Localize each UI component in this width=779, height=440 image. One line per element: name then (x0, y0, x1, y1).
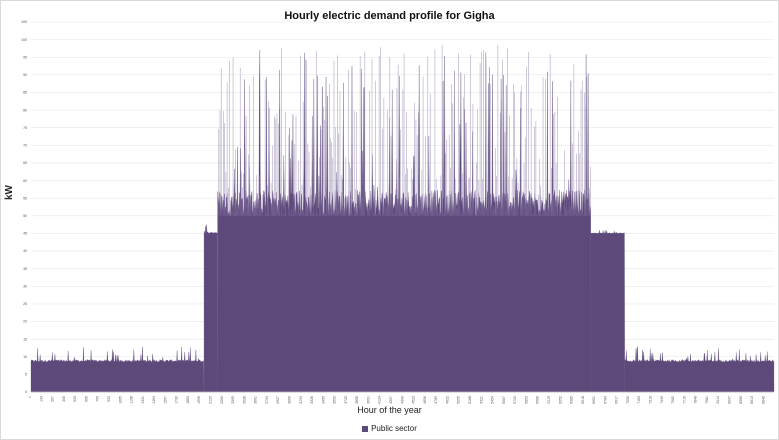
x-tick-label: 3858 (355, 396, 359, 404)
x-tick-label: 5454 (491, 396, 495, 404)
y-tick-label: 30 (23, 284, 27, 288)
x-tick-label: 7848 (694, 396, 698, 404)
x-tick-label: 2794 (265, 396, 269, 404)
x-tick-label: 4390 (400, 396, 404, 404)
y-tick-label: 65 (23, 161, 27, 165)
x-tick-label: 7715 (682, 396, 686, 404)
series-area-segment (30, 346, 205, 393)
legend-label-public-sector: Public sector (371, 424, 417, 433)
x-tick-label: 1331 (141, 396, 145, 404)
y-tick-label: 40 (23, 249, 27, 253)
x-tick-label: 4789 (434, 396, 438, 404)
x-tick-label: 1 (28, 396, 32, 398)
series-area-segment (624, 346, 775, 393)
legend-swatch-public-sector (362, 425, 369, 432)
y-tick-label: 10 (23, 355, 27, 359)
x-tick-label: 7981 (705, 396, 709, 404)
x-tick-label: 8114 (716, 396, 720, 404)
y-tick-label: 25 (23, 302, 27, 306)
x-tick-label: 2528 (242, 396, 246, 404)
x-tick-label: 8513 (750, 396, 754, 404)
x-tick-label: 4656 (423, 396, 427, 404)
y-tick-label: 0 (25, 390, 27, 394)
x-tick-label: 3592 (333, 396, 337, 404)
y-tick-label: 80 (23, 108, 27, 112)
x-tick-label: 3060 (287, 396, 291, 404)
x-tick-label: 5188 (468, 396, 472, 404)
x-tick-label: 6518 (581, 396, 585, 404)
y-tick-label: 20 (23, 320, 27, 324)
x-tick-label: 3459 (321, 396, 325, 404)
x-tick-label: 2129 (209, 396, 213, 404)
x-tick-label: 400 (62, 396, 66, 402)
x-tick-label: 6651 (592, 396, 596, 404)
x-tick-label: 1730 (175, 396, 179, 404)
x-tick-label: 799 (96, 396, 100, 402)
x-tick-label: 1996 (197, 396, 201, 404)
y-tick-label: 85 (23, 91, 27, 95)
y-tick-label: 100 (21, 38, 27, 42)
x-tick-label: 533 (73, 396, 77, 402)
x-tick-label: 2395 (231, 396, 235, 404)
x-tick-label: 932 (107, 396, 111, 402)
x-tick-label: 6119 (547, 396, 551, 404)
y-tick-label: 55 (23, 196, 27, 200)
y-tick-label: 70 (23, 144, 27, 148)
x-tick-label: 7183 (637, 396, 641, 404)
y-tick-label: 75 (23, 126, 27, 130)
x-tick-label: 6385 (570, 396, 574, 404)
y-tick-label: 45 (23, 232, 27, 236)
x-tick-label: 8646 (761, 396, 765, 404)
x-tick-label: 134 (39, 396, 43, 402)
x-tick-label: 1597 (163, 396, 167, 404)
x-tick-label: 5321 (479, 396, 483, 404)
x-tick-label: 5986 (536, 396, 540, 404)
y-tick-label: 95 (23, 55, 27, 59)
x-tick-label: 7582 (671, 396, 675, 404)
x-axis-label: Hour of the year (357, 405, 422, 415)
series-area-segment (590, 230, 625, 393)
x-tick-label: 267 (51, 396, 55, 402)
y-tick-label: 5 (25, 373, 27, 377)
x-tick-label: 7050 (626, 396, 630, 404)
x-tick-label: 1863 (186, 396, 190, 404)
x-tick-label: 4922 (445, 396, 449, 404)
x-tick-label: 4124 (378, 396, 382, 404)
x-tick-label: 6784 (603, 396, 607, 404)
chart-title: Hourly electric demand profile for Gigha (284, 10, 495, 22)
x-tick-label: 5587 (502, 396, 506, 404)
x-tick-label: 6917 (615, 396, 619, 404)
y-tick-label: 15 (23, 337, 27, 341)
x-tick-label: 2927 (276, 396, 280, 404)
x-tick-label: 5853 (524, 396, 528, 404)
x-tick-label: 1065 (118, 396, 122, 404)
x-tick-label: 3193 (299, 396, 303, 404)
x-tick-label: 8247 (727, 396, 731, 404)
y-tick-label: 60 (23, 179, 27, 183)
x-tick-label: 7449 (660, 396, 664, 404)
y-tick-label: 50 (23, 214, 27, 218)
x-tick-label: 4523 (412, 396, 416, 404)
x-tick-label: 6252 (558, 396, 562, 404)
series-area-segment (203, 224, 218, 393)
x-tick-label: 3326 (310, 396, 314, 404)
x-tick-label: 5055 (457, 396, 461, 404)
x-tick-label: 3725 (344, 396, 348, 404)
x-tick-label: 1198 (130, 396, 134, 404)
x-tick-label: 666 (84, 396, 88, 402)
x-tick-label: 2661 (254, 396, 258, 404)
x-tick-label: 5720 (513, 396, 517, 404)
x-tick-label: 3991 (366, 396, 370, 404)
legend: Public sector (0, 424, 779, 433)
x-tick-label: 1464 (152, 396, 156, 404)
y-tick-label: 35 (23, 267, 27, 271)
x-tick-label: 4257 (389, 396, 393, 404)
y-tick-label: 105 (21, 20, 27, 24)
x-tick-label: 8380 (739, 396, 743, 404)
x-tick-label: 7316 (649, 396, 653, 404)
x-tick-label: 2262 (220, 396, 224, 404)
y-tick-label: 90 (23, 73, 27, 77)
